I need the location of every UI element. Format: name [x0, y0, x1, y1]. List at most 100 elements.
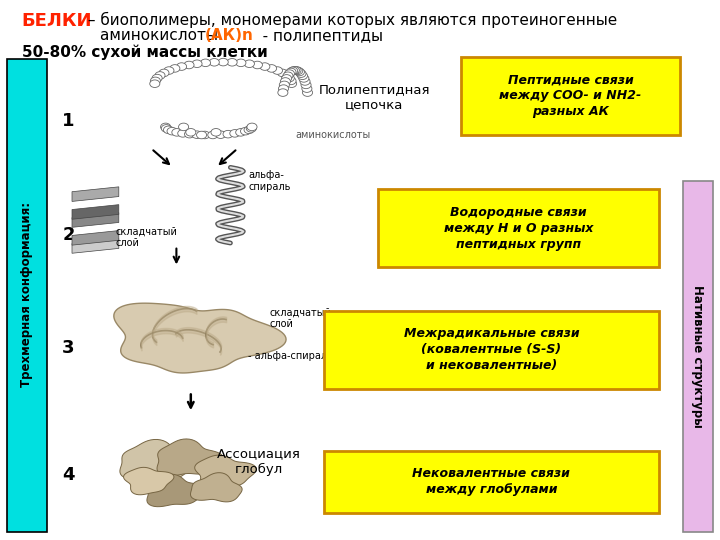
Circle shape: [223, 130, 233, 138]
FancyBboxPatch shape: [7, 59, 47, 532]
Text: альфа-
спираль: альфа- спираль: [248, 170, 291, 192]
Circle shape: [150, 80, 160, 87]
Polygon shape: [72, 205, 119, 219]
Circle shape: [266, 65, 276, 72]
Polygon shape: [72, 239, 119, 253]
Circle shape: [277, 69, 287, 77]
Circle shape: [287, 80, 297, 87]
Circle shape: [279, 85, 289, 92]
Circle shape: [152, 75, 162, 82]
Circle shape: [211, 129, 221, 136]
Circle shape: [161, 125, 171, 132]
Circle shape: [197, 131, 207, 139]
Text: Нековалентные связи
между глобулами: Нековалентные связи между глобулами: [413, 468, 570, 496]
Circle shape: [215, 131, 225, 138]
Text: складчатый
слой: складчатый слой: [115, 227, 177, 248]
Polygon shape: [194, 455, 256, 490]
Circle shape: [167, 127, 177, 135]
Polygon shape: [120, 440, 194, 480]
Circle shape: [184, 61, 194, 69]
Text: (АК)n: (АК)n: [205, 28, 254, 43]
Circle shape: [240, 127, 251, 135]
Circle shape: [227, 58, 237, 66]
Circle shape: [236, 59, 246, 66]
Circle shape: [253, 61, 263, 69]
FancyBboxPatch shape: [378, 189, 659, 267]
FancyBboxPatch shape: [683, 181, 713, 532]
Circle shape: [284, 75, 294, 82]
Text: 50-80% сухой массы клетки: 50-80% сухой массы клетки: [22, 45, 267, 60]
Circle shape: [170, 65, 180, 72]
Circle shape: [246, 125, 256, 132]
Text: - альфа-спираль: - альфа-спираль: [248, 352, 333, 361]
Circle shape: [260, 63, 270, 70]
Text: 2: 2: [62, 226, 75, 244]
Text: Нативные структуры: Нативные структуры: [691, 285, 704, 428]
Text: БЕЛКИ: БЕЛКИ: [22, 12, 92, 30]
Text: Пептидные связи
между COO- и NH2-
разных АК: Пептидные связи между COO- и NH2- разных…: [500, 73, 642, 118]
Text: 4: 4: [62, 466, 75, 484]
Circle shape: [159, 69, 169, 77]
Circle shape: [272, 67, 282, 75]
Text: Межрадикальные связи
(ковалентные (S-S)
и нековалентные): Межрадикальные связи (ковалентные (S-S) …: [404, 327, 579, 372]
Circle shape: [179, 123, 189, 131]
Circle shape: [247, 123, 257, 131]
Circle shape: [282, 75, 292, 82]
Text: глобула: глобула: [328, 312, 384, 325]
Circle shape: [218, 58, 228, 66]
Circle shape: [299, 75, 309, 82]
Circle shape: [184, 130, 194, 138]
Circle shape: [176, 63, 186, 70]
Text: складчатый
слой: складчатый слой: [270, 308, 332, 329]
Circle shape: [301, 81, 311, 89]
Polygon shape: [72, 213, 119, 227]
Text: аминокислоты: аминокислоты: [295, 130, 371, 140]
Circle shape: [163, 126, 174, 133]
Circle shape: [280, 78, 290, 85]
Circle shape: [199, 131, 210, 139]
Circle shape: [200, 59, 210, 66]
FancyBboxPatch shape: [324, 310, 659, 389]
Text: аминокислоты.: аминокислоты.: [22, 28, 271, 43]
Circle shape: [208, 131, 218, 139]
Circle shape: [192, 60, 202, 68]
Text: - полипептиды: - полипептиды: [248, 28, 383, 43]
Circle shape: [300, 78, 310, 85]
Circle shape: [282, 72, 292, 79]
Circle shape: [302, 85, 312, 92]
Circle shape: [289, 66, 300, 74]
Circle shape: [302, 89, 312, 96]
Circle shape: [230, 130, 240, 137]
Circle shape: [192, 131, 202, 138]
Text: 1: 1: [62, 112, 75, 131]
Circle shape: [287, 67, 297, 75]
Polygon shape: [146, 474, 205, 507]
Polygon shape: [114, 303, 286, 373]
Circle shape: [294, 68, 305, 76]
Circle shape: [155, 72, 165, 79]
Circle shape: [286, 77, 296, 85]
Circle shape: [296, 70, 306, 77]
Circle shape: [293, 67, 303, 75]
Circle shape: [210, 58, 220, 66]
Circle shape: [244, 60, 254, 68]
Circle shape: [284, 70, 294, 77]
Circle shape: [164, 67, 174, 75]
Circle shape: [186, 129, 196, 136]
Text: Полипептидная
цепочка: Полипептидная цепочка: [319, 83, 430, 111]
Text: Трехмерная конформация:: Трехмерная конформация:: [20, 202, 33, 387]
Text: 3: 3: [62, 339, 75, 357]
Polygon shape: [72, 231, 119, 245]
Circle shape: [278, 89, 288, 96]
Text: Водородные связи
между H и O разных
пептидных групп: Водородные связи между H и O разных пепт…: [444, 206, 593, 251]
Circle shape: [172, 129, 182, 136]
Circle shape: [244, 126, 254, 133]
Circle shape: [150, 77, 161, 85]
Polygon shape: [72, 187, 119, 201]
Circle shape: [161, 123, 171, 131]
Polygon shape: [157, 439, 223, 476]
Text: – биополимеры, мономерами которых являются протеиногенные: – биополимеры, мономерами которых являют…: [83, 12, 617, 28]
Circle shape: [286, 68, 296, 76]
FancyBboxPatch shape: [324, 451, 659, 513]
Circle shape: [279, 81, 289, 89]
